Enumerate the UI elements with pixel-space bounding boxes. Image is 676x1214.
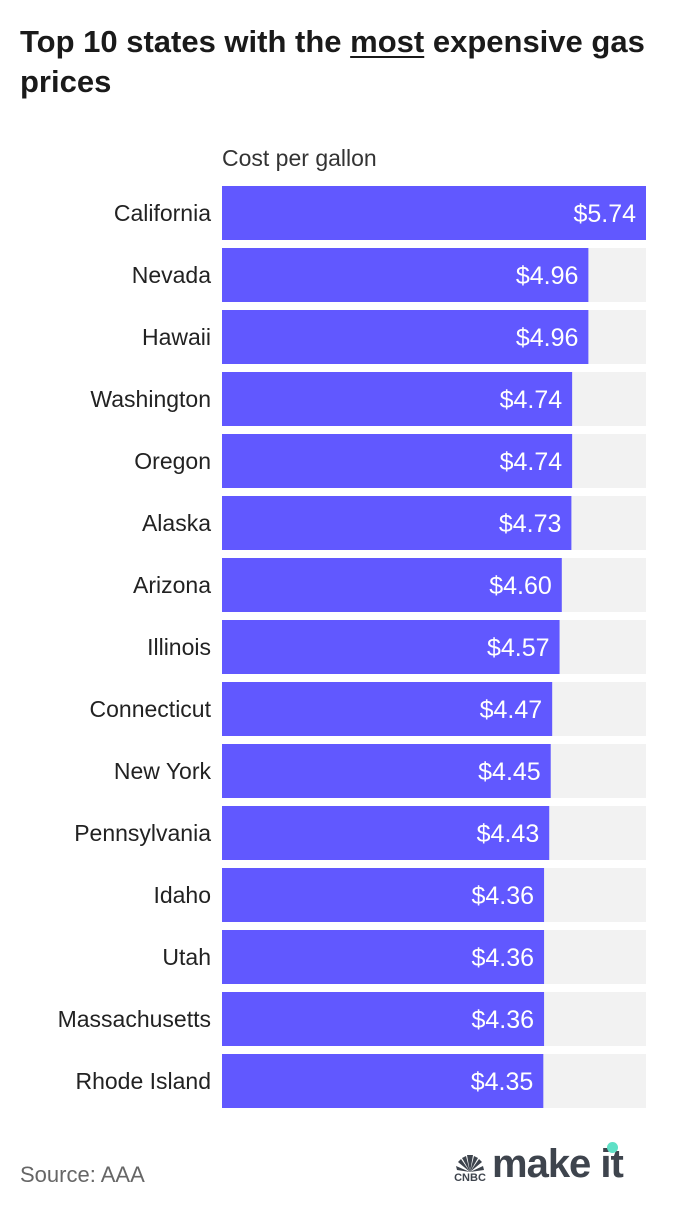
category-label: California [114, 200, 211, 226]
data-label: $4.57 [487, 634, 550, 662]
bar [222, 930, 545, 984]
data-label: $4.74 [500, 386, 563, 414]
category-label: Idaho [153, 882, 211, 908]
category-label: Alaska [142, 510, 211, 536]
category-label: Utah [162, 944, 211, 970]
category-label: Nevada [132, 262, 211, 288]
category-label: Massachusetts [58, 1006, 211, 1032]
bar [222, 744, 551, 798]
category-label: Connecticut [90, 696, 212, 722]
bar [222, 558, 562, 612]
data-label: $5.74 [573, 200, 636, 228]
chart-title: Top 10 states with the most expensive ga… [20, 22, 660, 102]
chart-subtitle: Cost per gallon [222, 145, 377, 171]
category-label: Illinois [147, 634, 211, 660]
bar [222, 992, 545, 1046]
cnbc-make-it-logo: CNBC make it [452, 1142, 624, 1186]
category-label: Arizona [133, 572, 211, 598]
category-label: New York [114, 758, 212, 784]
data-label: $4.36 [472, 882, 535, 910]
bar [222, 248, 589, 302]
bar [222, 806, 550, 860]
data-label: $4.36 [472, 1006, 535, 1034]
data-label: $4.45 [478, 758, 541, 786]
data-label: $4.43 [477, 820, 540, 848]
data-label: $4.73 [499, 510, 562, 538]
category-label: Pennsylvania [74, 820, 211, 846]
logo-dot [606, 1142, 618, 1153]
data-label: $4.74 [500, 448, 563, 476]
bar [222, 620, 560, 674]
bar [222, 310, 589, 364]
title-text-end: expensive gas prices [20, 24, 645, 99]
logo-text: make it [492, 1142, 624, 1186]
category-label: Washington [90, 386, 211, 412]
data-label: $4.35 [471, 1068, 534, 1096]
cnbc-peacock-icon [456, 1155, 484, 1172]
data-label: $4.60 [489, 572, 552, 600]
cnbc-brand-text: CNBC [454, 1172, 486, 1184]
bar [222, 682, 553, 736]
category-label: Hawaii [142, 324, 211, 350]
data-label: $4.96 [516, 262, 579, 290]
bar [222, 372, 573, 426]
data-label: $4.47 [480, 696, 543, 724]
source-note: Source: AAA [20, 1162, 145, 1187]
bar [222, 434, 573, 488]
bar [222, 496, 572, 550]
data-label: $4.36 [472, 944, 535, 972]
bar [222, 868, 545, 922]
title-emphasis: most [350, 24, 425, 59]
category-label: Oregon [134, 448, 211, 474]
bar [222, 1054, 544, 1108]
data-label: $4.96 [516, 324, 579, 352]
cnbc-logo: CNBC [452, 1154, 488, 1184]
bar [222, 186, 646, 240]
title-text: Top 10 states with the [20, 24, 351, 59]
category-label: Rhode Island [75, 1068, 211, 1094]
